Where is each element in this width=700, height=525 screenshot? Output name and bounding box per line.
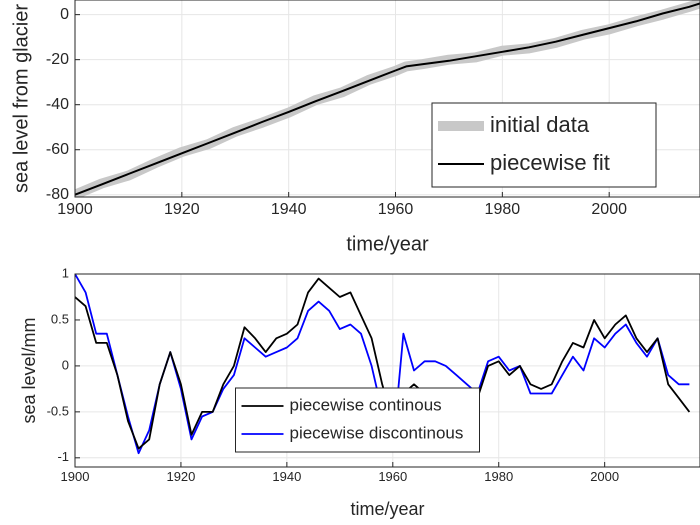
- x-tick-label: 1920: [164, 201, 200, 218]
- x-tick-label: 1940: [271, 201, 307, 218]
- y-tick-label: -40: [46, 96, 69, 113]
- y-tick-label: 1: [62, 265, 69, 280]
- y-tick-label: -20: [46, 51, 69, 68]
- legend-label: piecewise discontinous: [290, 423, 464, 442]
- legend: initial data piecewise fit: [431, 102, 657, 188]
- x-tick-label: 1940: [272, 469, 301, 484]
- x-tick-label: 1980: [484, 469, 513, 484]
- x-tick-label: 1920: [166, 469, 195, 484]
- y-tick-label: 0: [62, 357, 69, 372]
- x-tick-label: 1980: [485, 201, 521, 218]
- x-tick-label: 1960: [378, 201, 414, 218]
- axes-frame: [74, 0, 700, 198]
- y-tick-label: -60: [46, 141, 69, 158]
- y-tick-label: -0.5: [47, 403, 69, 418]
- legend-box: [431, 102, 657, 188]
- y-axis-label: sea level from glacier: [10, 4, 32, 193]
- x-axis-label: time/year: [350, 499, 424, 519]
- y-tick-label: 0: [60, 6, 69, 23]
- legend-label: piecewise fit: [490, 150, 610, 175]
- x-tick-label: 1960: [378, 469, 407, 484]
- legend-box: [235, 387, 480, 453]
- y-tick-label: -80: [46, 186, 69, 203]
- x-tick-label: 2000: [591, 201, 627, 218]
- x-tick-label: 1900: [57, 201, 93, 218]
- y-tick-label: -1: [57, 449, 69, 464]
- x-tick-label: 1900: [61, 469, 90, 484]
- legend: piecewise continous piecewise discontinou…: [235, 387, 480, 453]
- y-tick-label: 0.5: [51, 311, 69, 326]
- series-line: [75, 2, 700, 196]
- axes-frame: [74, 273, 700, 468]
- y-axis-label: sea level/mm: [19, 317, 39, 423]
- x-axis-label: time/year: [346, 233, 429, 255]
- legend-label: piecewise continous: [290, 395, 442, 414]
- series-line: [75, 277, 691, 450]
- legend-label: initial data: [490, 112, 590, 137]
- x-tick-label: 2000: [590, 469, 619, 484]
